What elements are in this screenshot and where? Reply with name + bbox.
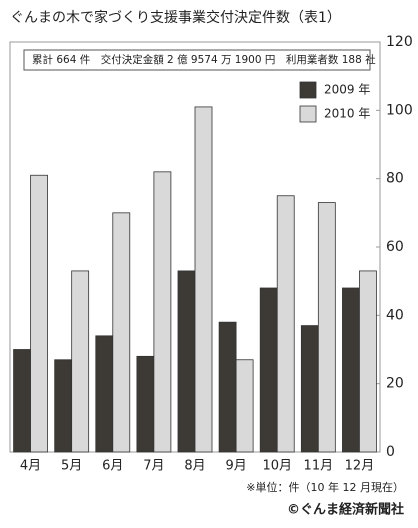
y-tick-label: 60 — [386, 239, 404, 255]
bar — [71, 270, 90, 453]
bar — [136, 355, 155, 453]
x-tick-label: 8月 — [184, 459, 205, 474]
bar — [300, 325, 319, 453]
y-tick-label: 40 — [386, 307, 404, 323]
unit-note: ※単位：件（10 年 12 月現在） — [246, 480, 404, 494]
y-tick-label: 20 — [386, 376, 404, 392]
bar — [359, 270, 377, 453]
x-tick-label: 6月 — [102, 459, 123, 474]
x-tick-label: 12月 — [345, 459, 375, 474]
y-tick-label: 80 — [386, 171, 404, 187]
bar — [235, 359, 254, 453]
legend-swatch — [299, 105, 317, 123]
x-tick-label: 7月 — [143, 459, 164, 474]
bar — [342, 287, 360, 453]
bar — [177, 270, 196, 453]
bar — [54, 359, 73, 453]
x-tick-label: 10月 — [262, 459, 292, 474]
credit: ©ぐんま経済新聞社 — [287, 502, 404, 518]
bar — [218, 321, 237, 453]
bar — [153, 171, 172, 453]
bar — [194, 106, 213, 453]
bar — [276, 195, 295, 453]
bar — [112, 212, 131, 453]
info-box — [23, 49, 371, 71]
x-tick-label: 5月 — [61, 459, 82, 474]
bar — [259, 287, 278, 453]
info-text: 累計 664 件 交付決定金額 2 億 9574 万 1900 円 利用業者数 … — [32, 53, 376, 66]
legend-label: 2009 年 — [324, 83, 370, 97]
legend-label: 2010 年 — [324, 107, 370, 121]
y-tick-label: 100 — [386, 102, 413, 118]
x-tick-label: 9月 — [225, 459, 246, 474]
bar — [13, 349, 31, 453]
y-tick-label: 0 — [386, 444, 395, 460]
y-tick-label: 120 — [386, 34, 413, 50]
x-tick-label: 11月 — [304, 459, 334, 474]
x-tick-label: 4月 — [20, 459, 41, 474]
bar — [317, 202, 336, 453]
chart-title: ぐんまの木で家づくり支援事業交付決定件数（表1） — [10, 9, 341, 26]
bar — [95, 335, 114, 453]
bar — [30, 174, 48, 453]
legend-swatch — [299, 81, 317, 99]
